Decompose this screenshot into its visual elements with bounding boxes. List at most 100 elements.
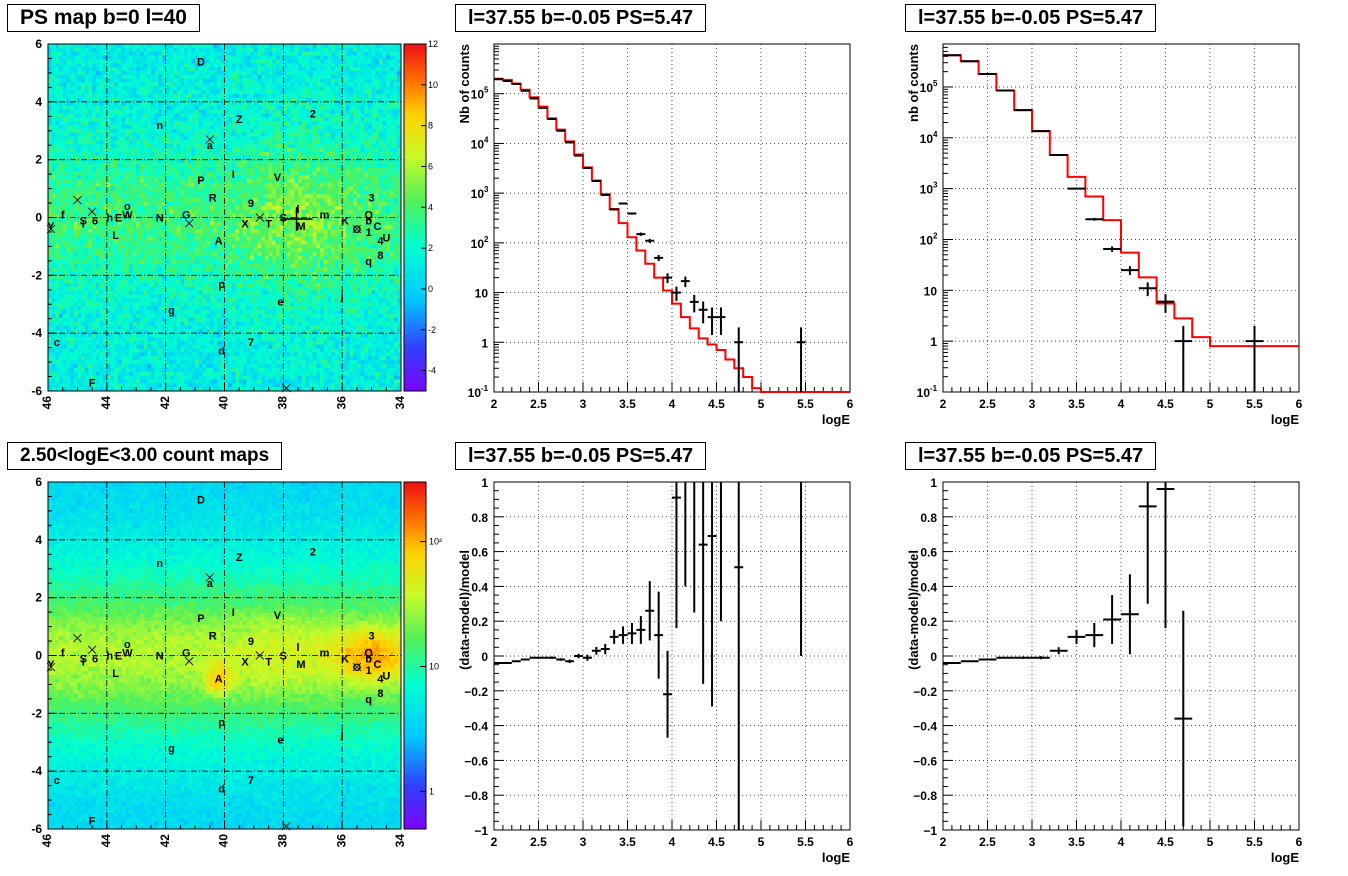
map-pixel: [323, 94, 328, 99]
map-pixel: [338, 229, 343, 234]
map-pixel: [213, 225, 218, 230]
map-pixel: [187, 202, 192, 207]
map-pixel: [353, 63, 358, 68]
map-pixel: [106, 163, 111, 168]
map-pixel: [272, 74, 277, 80]
map-pixel: [309, 229, 314, 234]
map-pixel: [147, 144, 152, 149]
map-pixel: [161, 190, 167, 195]
map-pixel: [224, 63, 229, 68]
map-pixel: [393, 148, 398, 153]
map-pixel: [206, 63, 211, 68]
map-pixel: [224, 205, 229, 211]
map-pixel: [114, 132, 119, 137]
map-pixel: [312, 217, 317, 222]
map-pixel: [184, 213, 189, 218]
map-pixel: [378, 202, 384, 207]
map-pixel: [375, 163, 380, 168]
map-pixel: [345, 67, 350, 72]
map-pixel: [338, 186, 343, 191]
map-pixel: [161, 51, 167, 56]
map-pixel: [121, 198, 126, 203]
map-pixel: [48, 113, 53, 118]
map-pixel: [165, 213, 170, 218]
map-pixel: [206, 55, 211, 60]
map-pixel: [268, 74, 273, 80]
map-pixel: [360, 144, 365, 149]
map-pixel: [239, 213, 244, 218]
map-pixel: [342, 159, 347, 164]
map-pixel: [198, 124, 203, 130]
map-pixel: [349, 109, 354, 114]
map-pixel: [117, 90, 122, 95]
map-pixel: [73, 82, 78, 87]
map-pixel: [217, 63, 222, 68]
map-pixel: [231, 202, 236, 207]
map-pixel: [253, 97, 258, 103]
map-pixel: [180, 198, 185, 203]
map-pixel: [393, 121, 398, 126]
map-pixel: [235, 232, 240, 238]
map-pixel: [161, 182, 167, 188]
map-pixel: [224, 202, 229, 207]
map-pixel: [143, 163, 148, 168]
map-pixel: [209, 175, 214, 180]
map-pixel: [114, 144, 119, 149]
map-pixel: [272, 55, 277, 60]
map-pixel: [95, 167, 100, 172]
map-pixel: [246, 240, 251, 245]
map-pixel: [371, 101, 376, 107]
map-pixel: [213, 109, 218, 114]
map-pixel: [389, 209, 395, 215]
map-pixel: [70, 144, 75, 149]
map-pixel: [198, 213, 203, 218]
map-pixel: [128, 132, 133, 137]
map-pixel: [147, 205, 152, 211]
map-pixel: [121, 78, 126, 83]
map-pixel: [231, 221, 236, 226]
map-pixel: [202, 101, 207, 107]
map-pixel: [103, 155, 108, 161]
map-pixel: [342, 97, 347, 103]
map-pixel: [345, 144, 350, 149]
map-pixel: [169, 113, 174, 118]
map-pixel: [132, 63, 137, 68]
map-pixel: [231, 144, 236, 149]
map-pixel: [360, 232, 365, 238]
map-pixel: [51, 97, 56, 103]
map-pixel: [139, 78, 145, 83]
map-pixel: [294, 101, 299, 107]
map-pixel: [356, 144, 361, 149]
map-pixel: [121, 155, 126, 161]
map-pixel: [84, 155, 89, 161]
map-pixel: [309, 117, 314, 122]
map-pixel: [386, 121, 391, 126]
map-pixel: [51, 55, 56, 60]
map-pixel: [51, 47, 56, 53]
map-pixel: [371, 202, 376, 207]
map-pixel: [150, 44, 156, 49]
map-pixel: [48, 63, 53, 68]
map-pixel: [367, 236, 372, 242]
map-pixel: [117, 217, 122, 222]
map-pixel: [378, 128, 384, 134]
map-pixel: [228, 159, 233, 164]
map-pixel: [360, 105, 365, 110]
map-pixel: [217, 113, 222, 118]
map-pixel: [143, 55, 148, 60]
map-pixel: [279, 94, 284, 99]
map-pixel: [103, 132, 108, 137]
map-pixel: [345, 47, 350, 53]
map-pixel: [246, 105, 251, 110]
map-pixel: [301, 159, 306, 164]
map-pixel: [371, 55, 376, 60]
map-pixel: [228, 132, 233, 137]
map-pixel: [125, 178, 130, 184]
map-pixel: [367, 51, 372, 56]
map-pixel: [92, 82, 97, 87]
map-pixel: [261, 186, 266, 191]
map-pixel: [397, 202, 402, 207]
map-pixel: [114, 213, 119, 218]
map-pixel: [305, 90, 310, 95]
